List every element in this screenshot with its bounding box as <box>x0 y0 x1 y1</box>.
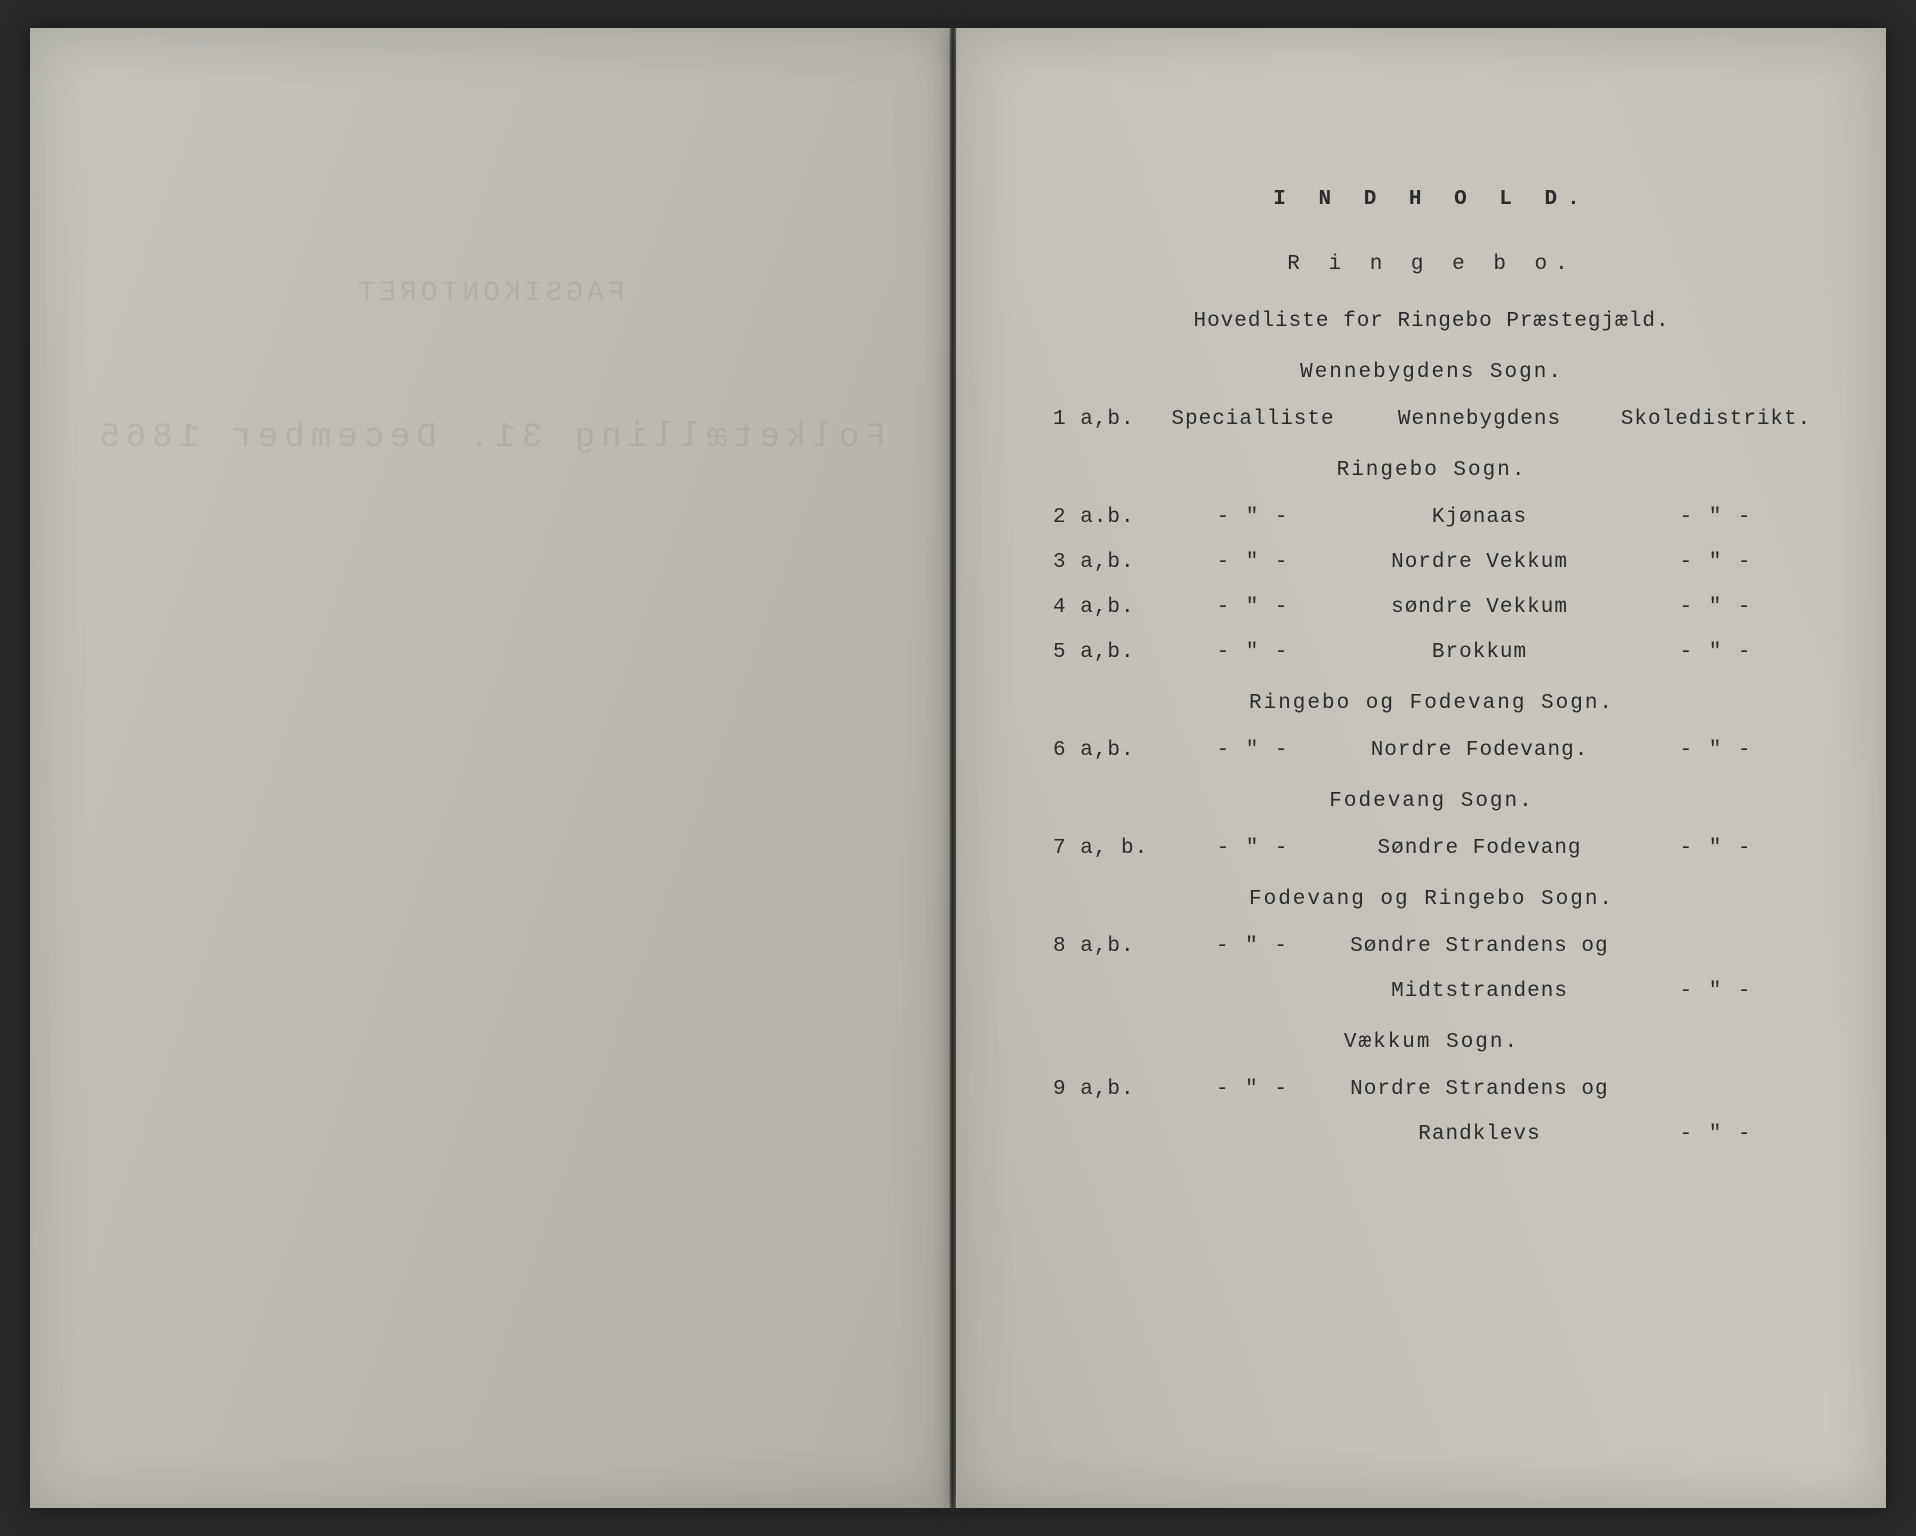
row-number: 5 a,b. <box>1047 641 1163 664</box>
show-through-text: FAGSIKONTORET Folketælling 31. December … <box>30 278 949 457</box>
row-name: Nordre Vekkum <box>1343 551 1616 574</box>
table-row: 5 a,b. - " - Brokkum - " - <box>1047 641 1816 664</box>
row-number: 3 a,b. <box>1047 551 1163 574</box>
faint-line-2: Folketælling 31. December 1865 <box>30 419 949 457</box>
section-heading: Vækkum Sogn. <box>1047 1031 1816 1054</box>
row-name: Wennebygdens <box>1343 408 1616 431</box>
row-name: Randklevs <box>1343 1123 1616 1146</box>
table-row: 3 a,b. - " - Nordre Vekkum - " - <box>1047 551 1816 574</box>
document-title: I N D H O L D. <box>1047 188 1816 211</box>
section-heading: Ringebo og Fodevang Sogn. <box>1047 692 1816 715</box>
table-row: 7 a, b. - " - Søndre Fodevang - " - <box>1047 837 1816 860</box>
row-right: Skoledistrikt. <box>1616 408 1816 431</box>
ditto-mark: - " - <box>1616 980 1816 1003</box>
row-name: Søndre Fodevang <box>1343 837 1616 860</box>
row-name: Brokkum <box>1343 641 1616 664</box>
ditto-mark: - " - <box>1616 1123 1816 1146</box>
ditto-mark: - " - <box>1163 551 1343 574</box>
row-name: søndre Vekkum <box>1343 596 1616 619</box>
ditto-mark: - " - <box>1163 641 1343 664</box>
row-name: Nordre Fodevang. <box>1343 739 1616 762</box>
ditto-mark: - " - <box>1616 641 1816 664</box>
table-row: 8 a,b. - " - Søndre Strandens og <box>1047 935 1816 958</box>
ditto-mark: - " - <box>1163 837 1343 860</box>
faint-line-1: FAGSIKONTORET <box>30 278 949 309</box>
row-type: Specialliste <box>1163 408 1343 431</box>
ditto-mark: - " - <box>1616 837 1816 860</box>
document-content: I N D H O L D. R i n g e b o. Hovedliste… <box>1047 188 1816 1168</box>
row-number: 8 a,b. <box>1047 935 1163 958</box>
row-number: 4 a,b. <box>1047 596 1163 619</box>
table-row: Midtstrandens - " - <box>1047 980 1816 1003</box>
row-number: 1 a,b. <box>1047 408 1163 431</box>
ditto-mark: - " - <box>1616 506 1816 529</box>
section-heading: Wennebygdens Sogn. <box>1047 361 1816 384</box>
row-name: Kjønaas <box>1343 506 1616 529</box>
table-row: Randklevs - " - <box>1047 1123 1816 1146</box>
table-row: 6 a,b. - " - Nordre Fodevang. - " - <box>1047 739 1816 762</box>
section-heading: Fodevang og Ringebo Sogn. <box>1047 888 1816 911</box>
section-heading: Ringebo Sogn. <box>1047 459 1816 482</box>
ditto-mark: - " - <box>1163 739 1343 762</box>
row-name: Midtstrandens <box>1343 980 1616 1003</box>
ditto-mark: - " - <box>1163 596 1343 619</box>
left-page: FAGSIKONTORET Folketælling 31. December … <box>30 28 950 1508</box>
row-number: 6 a,b. <box>1047 739 1163 762</box>
book-spread: FAGSIKONTORET Folketælling 31. December … <box>0 0 1916 1536</box>
row-name: Nordre Strandens og <box>1342 1078 1616 1101</box>
row-number: 7 a, b. <box>1047 837 1163 860</box>
row-number: 2 a.b. <box>1047 506 1163 529</box>
ditto-mark: - " - <box>1616 596 1816 619</box>
table-row: 2 a.b. - " - Kjønaas - " - <box>1047 506 1816 529</box>
table-row: 9 a,b. - " - Nordre Strandens og <box>1047 1078 1816 1101</box>
section-heading: Fodevang Sogn. <box>1047 790 1816 813</box>
region-name: R i n g e b o. <box>1047 253 1816 276</box>
ditto-mark: - " - <box>1163 506 1343 529</box>
table-row: 4 a,b. - " - søndre Vekkum - " - <box>1047 596 1816 619</box>
row-number: 9 a,b. <box>1047 1078 1163 1101</box>
ditto-mark: - " - <box>1616 739 1816 762</box>
right-page: I N D H O L D. R i n g e b o. Hovedliste… <box>956 28 1886 1508</box>
table-row: 1 a,b. Specialliste Wennebygdens Skoledi… <box>1047 408 1816 431</box>
main-list-line: Hovedliste for Ringebo Præstegjæld. <box>1047 310 1816 333</box>
ditto-mark: - " - <box>1163 935 1342 958</box>
row-name: Søndre Strandens og <box>1342 935 1616 958</box>
ditto-mark: - " - <box>1163 1078 1342 1101</box>
ditto-mark: - " - <box>1616 551 1816 574</box>
